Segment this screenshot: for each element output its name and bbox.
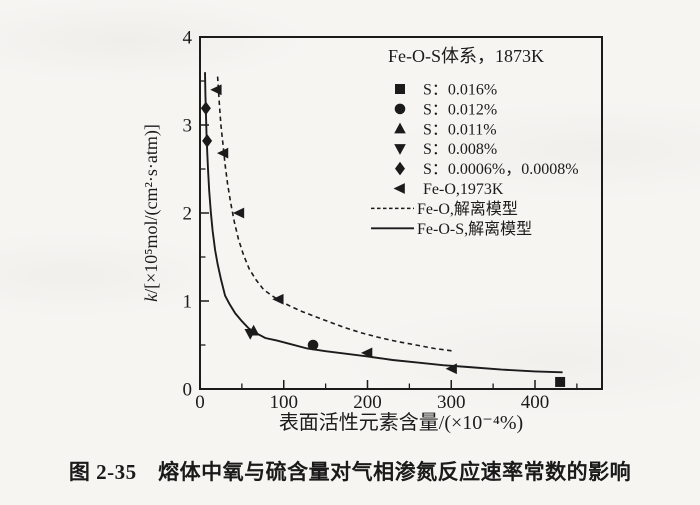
model-curves (204, 72, 563, 374)
legend-item: S：0.011% (394, 121, 497, 138)
legend-item: Fe-O,解离模型 (371, 200, 518, 218)
legend-item: S：0.016% (395, 82, 497, 99)
legend-label: Fe-O,解离模型 (417, 200, 518, 218)
data-point-triangle-left (232, 207, 245, 219)
legend-label: S：0.011% (423, 121, 497, 138)
y-tick-label: 2 (183, 204, 193, 225)
data-point-triangle-left (272, 293, 284, 305)
legend-item: Fe-O-S,解离模型 (371, 220, 532, 238)
data-point-square (555, 376, 566, 387)
legend-marker-triangle-up (394, 122, 406, 134)
fe-o-s-model-curve (204, 72, 563, 374)
y-axis-label-symbol: k (141, 293, 161, 302)
legend-label: S：0.008% (423, 141, 497, 158)
data-point-diamond (202, 134, 213, 148)
data-point-triangle-left (210, 84, 222, 96)
legend-item: S：0.0006%，0.0008% (395, 161, 579, 178)
legend: S：0.016% S：0.012% S：0.011% S：0.008% S：0.0006… (371, 82, 579, 238)
x-tick-label: 0 (195, 392, 205, 413)
legend-label: S：0.012% (423, 101, 497, 118)
y-tick-label: 0 (183, 380, 193, 401)
data-point-diamond (200, 101, 211, 116)
x-tick-label: 300 (437, 392, 466, 413)
legend-item: S：0.008% (394, 141, 497, 158)
legend-label: Fe-O,1973K (423, 181, 504, 198)
axis-tick-labels: 0 100 200 300 400 0 1 2 3 4 (183, 28, 550, 414)
y-axis-label-units: /[×10⁵mol/(cm²·s·atm)] (141, 124, 162, 294)
data-point-triangle-left (445, 363, 457, 375)
data-point-circle (307, 339, 319, 351)
y-axis-label: k/[×10⁵mol/(cm²·s·atm)] (141, 124, 162, 302)
figure-caption: 图 2-35 熔体中氧与硫含量对气相渗氮反应速率常数的影响 (68, 460, 632, 484)
legend-marker-triangle-down (394, 144, 406, 155)
legend-label: S：0.016% (423, 82, 497, 99)
legend-label: Fe-O-S,解离模型 (417, 220, 532, 238)
x-axis-label: 表面活性元素含量/(×10⁻⁴%) (279, 411, 523, 434)
legend-item: S：0.012% (394, 101, 497, 118)
axis-ticks (199, 36, 578, 390)
legend-marker-diamond (395, 161, 405, 176)
data-point-triangle-down (244, 328, 257, 340)
y-tick-label: 1 (183, 292, 193, 313)
data-point-triangle-left (361, 347, 373, 359)
legend-marker-triangle-left (393, 183, 405, 194)
x-tick-label: 100 (270, 392, 299, 413)
legend-item: Fe-O,1973K (393, 181, 504, 198)
data-points (200, 84, 566, 387)
x-tick-label: 200 (353, 392, 382, 413)
y-tick-label: 4 (183, 28, 193, 49)
x-tick-label: 400 (521, 392, 550, 413)
legend-marker-circle (394, 103, 406, 115)
legend-marker-square (395, 84, 405, 94)
fe-o-model-curve (216, 76, 455, 352)
legend-label: S：0.0006%，0.0008% (423, 161, 579, 178)
y-tick-label: 3 (183, 116, 193, 137)
legend-title: Fe-O-S体系，1873K (388, 46, 544, 66)
data-point-triangle-left (216, 147, 229, 159)
